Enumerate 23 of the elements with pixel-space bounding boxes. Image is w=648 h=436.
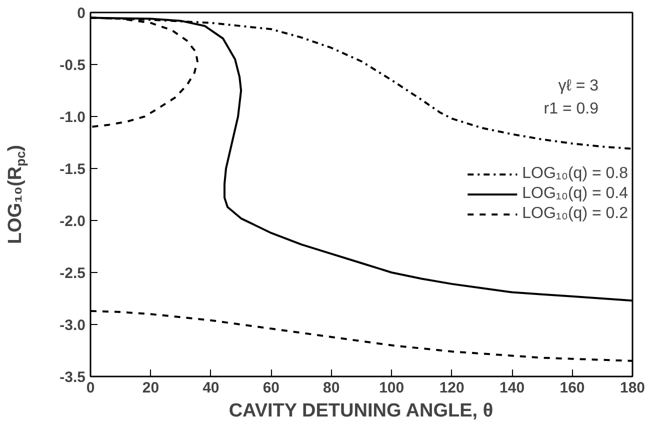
- y-tick-label: -3.0: [60, 317, 86, 334]
- annotation: γℓ = 3: [558, 78, 599, 94]
- y-tick-label: -1.5: [60, 161, 86, 178]
- legend-label: LOG₁₀(q) = 0.2: [522, 205, 628, 223]
- x-tick-label: 60: [262, 380, 280, 396]
- x-tick-label: 20: [142, 380, 160, 396]
- x-tick-label: 160: [560, 380, 585, 396]
- y-tick-label: -3.5: [60, 369, 86, 386]
- y-tick-label: -2.5: [60, 265, 86, 282]
- x-tick-label: 180: [620, 380, 646, 396]
- x-tick-label: 80: [323, 380, 340, 396]
- x-tick-label: 120: [439, 380, 464, 396]
- x-tick-label: 140: [500, 380, 525, 396]
- x-tick-label: 100: [379, 380, 404, 396]
- y-tick-label: -0.5: [60, 57, 86, 74]
- x-axis-title: CAVITY DETUNING ANGLE, θ: [228, 400, 494, 422]
- x-tick-label: 40: [202, 380, 220, 396]
- y-tick-label: -1.0: [60, 109, 86, 126]
- annotation: r1 = 0.9: [544, 100, 599, 118]
- y-tick-label: -2.0: [60, 213, 86, 230]
- y-tick-label: 0: [77, 5, 86, 22]
- legend-label: LOG₁₀(q) = 0.4: [522, 185, 628, 203]
- legend-label: LOG₁₀(q) = 0.8: [522, 165, 628, 183]
